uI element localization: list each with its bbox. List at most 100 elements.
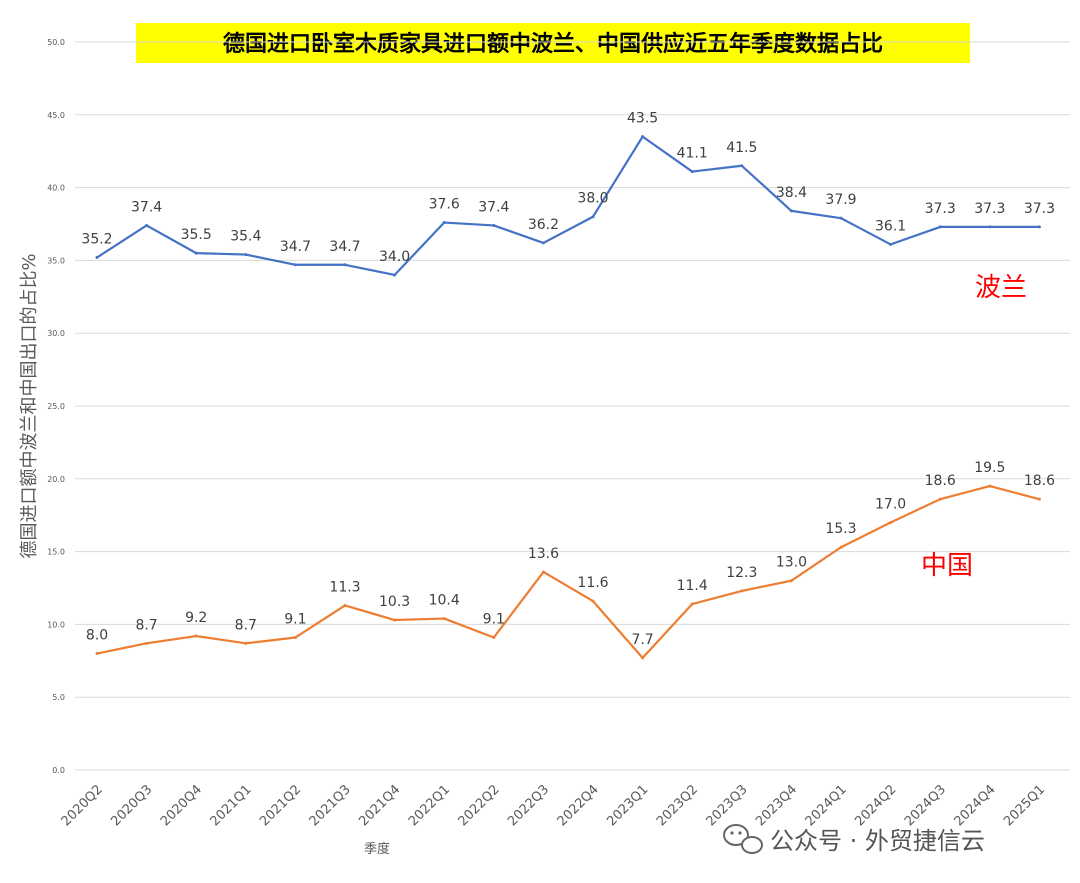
y-tick-label: 20.0 — [47, 475, 65, 484]
data-point-poland — [690, 170, 694, 174]
data-point-china — [541, 570, 545, 574]
data-label-china: 8.7 — [235, 617, 257, 633]
x-tick-label: 2022Q2 — [456, 782, 503, 829]
data-label-china: 7.7 — [631, 632, 653, 648]
data-point-poland — [740, 164, 744, 168]
data-point-poland — [988, 225, 992, 229]
series-name-china: 中国 — [921, 551, 973, 581]
data-label-poland: 38.4 — [776, 185, 807, 201]
x-tick-label: 2021Q4 — [356, 782, 403, 829]
x-tick-label: 2020Q3 — [108, 782, 155, 829]
data-point-china — [789, 579, 793, 583]
y-tick-label: 30.0 — [47, 329, 65, 338]
data-label-china: 8.0 — [86, 628, 108, 644]
data-point-poland — [789, 209, 793, 213]
data-point-poland — [938, 225, 942, 229]
data-point-poland — [541, 241, 545, 245]
x-tick-label: 2021Q1 — [208, 782, 255, 829]
watermark-text: 公众号 · 外贸捷信云 — [770, 827, 985, 855]
y-tick-label: 40.0 — [47, 184, 65, 193]
data-label-poland: 37.6 — [429, 197, 460, 213]
data-label-poland: 35.5 — [181, 227, 212, 243]
x-tick-label: 2025Q1 — [1001, 782, 1048, 829]
data-point-china — [244, 641, 248, 645]
x-tick-label: 2024Q2 — [852, 782, 899, 829]
data-label-china: 10.3 — [379, 594, 410, 610]
data-label-poland: 41.1 — [677, 146, 708, 162]
data-label-poland: 36.1 — [875, 218, 906, 234]
data-point-china — [641, 656, 645, 660]
x-tick-label: 2020Q4 — [158, 782, 205, 829]
data-point-poland — [1037, 225, 1041, 229]
data-label-china: 9.2 — [185, 610, 207, 626]
wechat-icon — [723, 824, 763, 854]
data-label-poland: 37.3 — [974, 201, 1005, 217]
series-line-poland — [96, 135, 1040, 277]
data-point-china — [393, 618, 397, 622]
data-point-china — [492, 636, 496, 640]
data-point-china — [194, 634, 198, 638]
y-tick-label: 0.0 — [52, 766, 65, 775]
data-labels: 35.2 37.4 35.5 35.4 34.7 34.7 34.0 37.6 37.4 36.2… — [81, 111, 1055, 648]
y-tick-label: 25.0 — [47, 402, 65, 411]
data-label-china: 15.3 — [825, 521, 856, 537]
data-label-poland: 34.0 — [379, 249, 410, 265]
data-point-poland — [889, 242, 893, 246]
y-tick-label: 45.0 — [47, 111, 65, 120]
data-point-china — [889, 520, 893, 524]
data-label-china: 13.0 — [776, 555, 807, 571]
data-label-china: 9.1 — [483, 612, 505, 628]
data-point-poland — [194, 251, 198, 255]
y-tick-label: 10.0 — [47, 620, 65, 629]
data-label-poland: 34.7 — [329, 239, 360, 255]
data-point-poland — [492, 223, 496, 227]
chart-title: 德国进口卧室木质家具进口额中波兰、中国供应近五年季度数据占比 — [223, 31, 883, 57]
data-label-poland: 35.2 — [81, 231, 112, 247]
data-point-poland — [244, 253, 248, 257]
x-tick-label: 2023Q4 — [753, 782, 800, 829]
data-label-poland: 37.3 — [925, 201, 956, 217]
data-point-china — [988, 484, 992, 488]
data-label-poland: 37.3 — [1024, 201, 1055, 217]
x-tick-label: 2023Q1 — [604, 782, 651, 829]
data-point-china — [145, 641, 149, 645]
data-point-china — [442, 617, 446, 621]
data-label-china: 18.6 — [925, 473, 956, 489]
y-tick-label: 15.0 — [47, 548, 65, 557]
data-point-poland — [839, 216, 843, 220]
data-label-china: 13.6 — [528, 546, 559, 562]
x-tick-label: 2024Q4 — [952, 782, 999, 829]
data-label-poland: 41.5 — [726, 140, 757, 156]
data-label-poland: 37.4 — [131, 199, 162, 215]
x-tick-label: 2023Q2 — [654, 782, 701, 829]
data-point-poland — [442, 221, 446, 225]
x-tick-label: 2022Q1 — [406, 782, 453, 829]
x-tick-label: 2020Q2 — [59, 782, 106, 829]
gridlines — [75, 41, 1070, 771]
data-point-poland — [591, 215, 595, 219]
data-label-china: 11.6 — [577, 575, 608, 591]
data-point-china — [690, 602, 694, 606]
data-label-china: 11.4 — [677, 578, 708, 594]
data-label-poland: 37.9 — [825, 192, 856, 208]
data-point-poland — [641, 135, 645, 139]
data-label-china: 12.3 — [726, 565, 757, 581]
x-tick-label: 2023Q3 — [704, 782, 751, 829]
data-label-poland: 43.5 — [627, 111, 658, 127]
x-axis-label: 季度 — [364, 841, 390, 857]
data-point-poland — [343, 263, 347, 267]
data-label-china: 9.1 — [284, 612, 306, 628]
data-label-poland: 38.0 — [577, 191, 608, 207]
y-axis-ticks: 0.0 5.0 10.0 15.0 20.0 25.0 30.0 35.0 40.0 45.0 50… — [47, 38, 65, 775]
data-label-poland: 36.2 — [528, 217, 559, 233]
data-point-poland — [95, 255, 99, 259]
y-axis-label: 德国进口额中波兰和中国出口的占比% — [19, 253, 40, 558]
data-point-china — [1037, 497, 1041, 501]
y-tick-label: 5.0 — [52, 693, 65, 702]
data-label-china: 17.0 — [875, 496, 906, 512]
y-tick-label: 50.0 — [47, 38, 65, 47]
data-label-china: 8.7 — [135, 617, 157, 633]
data-point-china — [740, 589, 744, 593]
data-label-china: 19.5 — [974, 460, 1005, 476]
watermark: 公众号 · 外贸捷信云 — [723, 824, 985, 855]
